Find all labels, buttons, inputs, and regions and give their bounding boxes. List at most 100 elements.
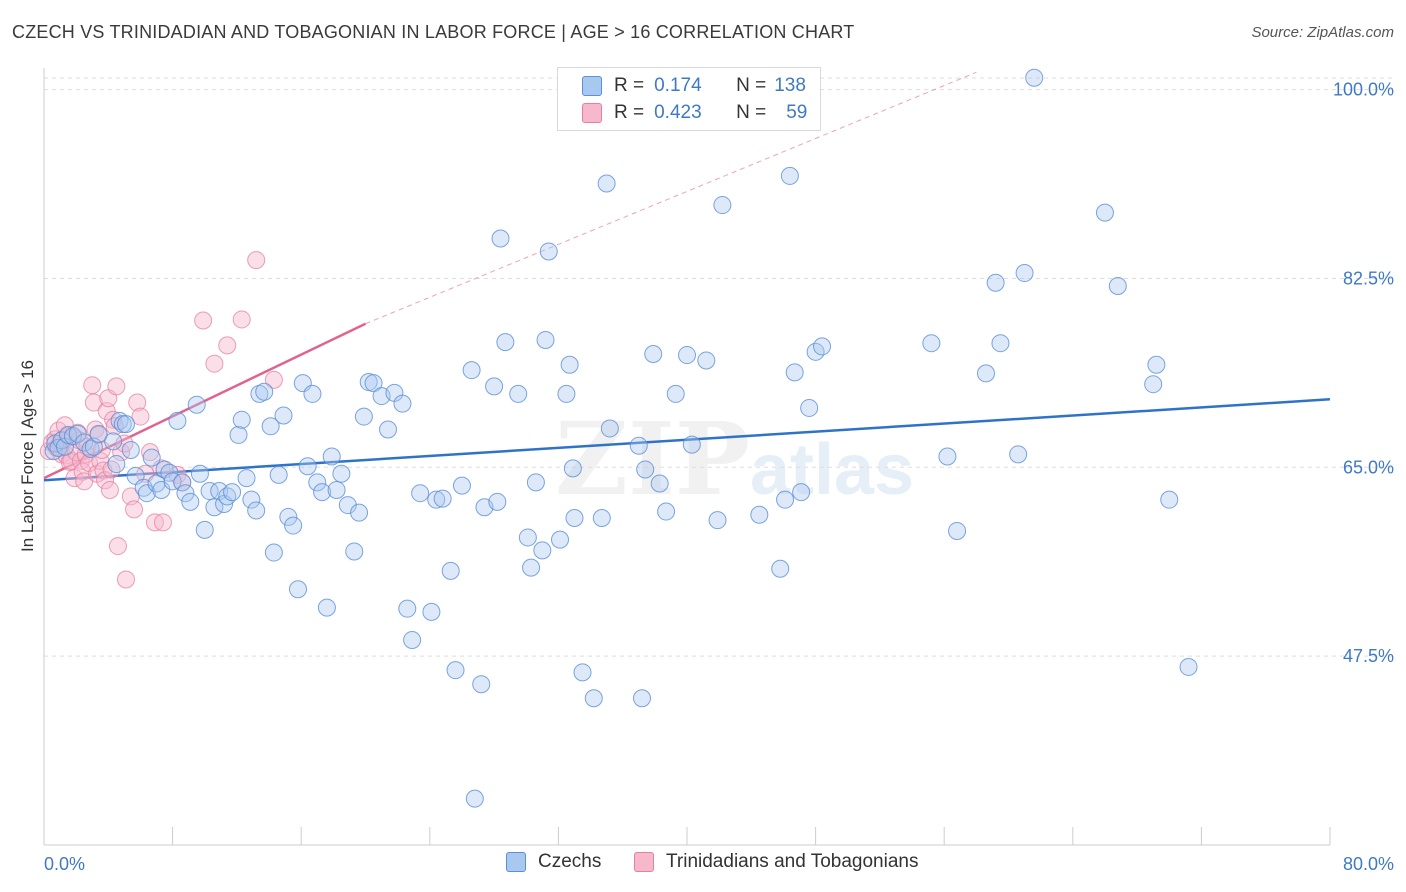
czech-point: [584, 689, 603, 708]
czech-point: [551, 530, 570, 549]
czech-point: [1179, 657, 1198, 676]
trinidadian-point: [108, 537, 127, 556]
czech-point: [1108, 276, 1127, 295]
czech-point: [176, 484, 195, 503]
czech-point: [446, 661, 465, 680]
trinidadian-point: [96, 471, 115, 490]
trinidadian-point: [84, 393, 103, 412]
czech-point: [142, 448, 161, 467]
trinidadian-point: [100, 480, 119, 499]
czech-point: [488, 492, 507, 511]
czech-point: [261, 417, 280, 436]
n-value: 138: [774, 75, 806, 96]
czech-point: [104, 432, 123, 451]
czech-point: [657, 502, 676, 521]
czech-point: [427, 490, 446, 509]
czech-point: [485, 377, 504, 396]
czech-point: [600, 419, 619, 438]
tick-labels: 47.5% 65.0% 82.5% 100.0% 0.0% 80.0%: [44, 80, 1394, 874]
x-tick-label: 80.0%: [1343, 854, 1394, 874]
czech-point: [288, 580, 307, 599]
czech-point: [393, 394, 412, 413]
czech-point: [644, 344, 663, 363]
czech-point: [938, 447, 957, 466]
n-label: N =: [736, 75, 767, 96]
trinidadian-point: [232, 310, 251, 329]
czech-point: [1147, 355, 1166, 374]
czech-point: [313, 483, 332, 502]
czech-point: [422, 602, 441, 621]
czech-point: [75, 433, 94, 452]
czech-point: [813, 337, 832, 356]
czech-point: [697, 351, 716, 370]
czech-point: [163, 472, 182, 491]
stats-legend-row-trinidadian: R = 0.423 N = 59: [582, 100, 807, 126]
czech-point: [632, 689, 651, 708]
czech-swatch: [582, 76, 602, 96]
czech-point: [398, 599, 417, 618]
czech-point: [636, 460, 655, 479]
czech-point: [560, 355, 579, 374]
grid-lines: [44, 77, 1394, 657]
y-tick-label: 100.0%: [1333, 80, 1394, 100]
trinidadian-point: [218, 336, 237, 355]
trinidadian-point: [247, 251, 266, 270]
czech-point: [713, 196, 732, 215]
czech-point: [708, 511, 727, 530]
czech-point: [354, 407, 373, 426]
czech-point: [800, 398, 819, 417]
czech-point: [776, 490, 795, 509]
czech-point: [168, 411, 187, 430]
y-tick-label: 65.0%: [1343, 457, 1394, 477]
czech-point: [232, 410, 251, 429]
czech-point: [327, 480, 346, 499]
czech-point: [247, 501, 266, 520]
axes: [43, 68, 1331, 846]
czech-point: [496, 333, 515, 352]
czech-point: [629, 436, 648, 455]
czech-point: [89, 424, 108, 443]
stats-legend-row-czech: R = 0.174 N = 138: [582, 73, 806, 99]
czech-point: [666, 384, 685, 403]
czech-point: [1025, 68, 1044, 87]
czech-point: [242, 490, 261, 509]
czech-point: [298, 457, 317, 476]
czech-point: [317, 598, 336, 617]
czech-point: [509, 384, 528, 403]
czech-point: [379, 420, 398, 439]
r-label: R =: [614, 102, 645, 123]
r-value: 0.423: [654, 102, 702, 123]
czech-point: [116, 415, 135, 434]
czech-point: [976, 364, 995, 383]
czech-point: [539, 242, 558, 261]
x-tick-label: 0.0%: [44, 854, 85, 874]
czech-point: [1095, 203, 1114, 222]
czech-point: [452, 476, 471, 495]
czech-point: [1144, 375, 1163, 394]
czech-point: [650, 474, 669, 493]
trinidadian-point: [264, 370, 283, 389]
czech-point: [229, 425, 248, 444]
czech-point: [991, 334, 1010, 353]
czech-point: [284, 516, 303, 535]
trinidadian-point: [83, 376, 102, 395]
czech-point: [518, 528, 537, 547]
czech-point: [223, 483, 242, 502]
trinidadian-swatch: [582, 103, 602, 123]
legend-label: Czechs: [538, 851, 602, 872]
czech-point: [187, 395, 206, 414]
czech-point: [785, 363, 804, 382]
trinidadian-trend-extension: [365, 71, 977, 325]
trinidadian-point: [116, 570, 135, 589]
n-label: N =: [736, 102, 767, 123]
czech-point: [526, 473, 545, 492]
legend-item-trinidadians: Trinidadians and Tobagonians: [634, 851, 918, 873]
czech-point: [322, 447, 341, 466]
czech-point: [81, 439, 100, 458]
czech-point: [433, 489, 452, 508]
czech-point: [63, 426, 82, 445]
czech-point: [200, 482, 219, 501]
czech-point: [181, 492, 200, 511]
czech-point: [279, 507, 298, 526]
